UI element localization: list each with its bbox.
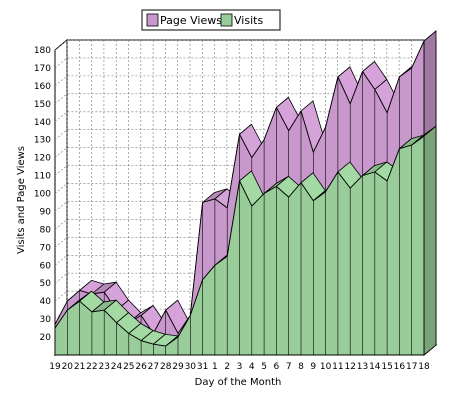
x-tick-label: 28 [160,362,172,372]
x-tick-label: 24 [111,362,123,372]
y-tick-label: 170 [34,64,51,74]
x-tick-label: 23 [98,362,109,372]
x-tick-label: 26 [135,362,147,372]
x-tick-label: 25 [123,362,134,372]
x-axis-ticks: 19 20 21 22 23 24 25 26 27 28 29 30 31 1 2 3 4 5 6 7 8 9 10 11 1… [49,362,430,372]
y-tick-label: 20 [40,333,52,343]
y-tick-label: 130 [34,136,51,146]
y-axis-title: Visits and Page Views [16,146,27,254]
x-tick-label: 18 [418,362,430,372]
x-tick-label: 3 [237,362,243,372]
x-tick-label: 4 [249,362,255,372]
series-visits [54,125,437,356]
legend-box [141,9,281,31]
legend: Page Views Visits [141,9,281,31]
x-tick-label: 8 [298,362,304,372]
x-tick-label: 21 [74,362,85,372]
x-tick-label: 14 [369,362,381,372]
x-tick-label: 7 [286,362,292,372]
y-tick-label: 150 [34,100,51,110]
x-tick-label: 19 [49,362,61,372]
x-tick-label: 1 [212,362,218,372]
x-tick-label: 15 [381,362,392,372]
legend-label-visits: Visits [234,14,263,27]
y-tick-label: 140 [34,118,51,128]
y-tick-label: 100 [34,190,51,200]
x-tick-label: 31 [197,362,208,372]
y-axis-ticks: 20 30 40 50 60 70 80 90 100 110 120 130 140 150 160 170… [34,46,51,343]
x-tick-label: 20 [62,362,74,372]
x-tick-label: 16 [394,362,406,372]
plot-areas [54,30,437,356]
x-tick-label: 11 [332,362,343,372]
y-tick-label: 160 [34,82,51,92]
y-tick-label: 50 [40,279,52,289]
y-tick-label: 40 [40,297,52,307]
legend-swatch-visits [220,13,233,27]
y-tick-label: 120 [34,154,51,164]
legend-label-page-views: Page Views [160,14,222,27]
x-tick-label: 13 [357,362,368,372]
y-tick-label: 90 [40,207,52,217]
y-tick-label: 30 [40,315,52,325]
y-tick-label: 70 [40,243,52,253]
y-tick-label: 80 [40,225,52,235]
area-end-cap [423,125,437,356]
x-axis-title: Day of the Month [195,377,282,388]
x-tick-label: 12 [344,362,355,372]
x-tick-label: 9 [310,362,316,372]
x-tick-label: 29 [172,362,184,372]
y-tick-label: 180 [34,46,51,56]
legend-swatch-page-views [146,13,159,27]
y-tick-label: 110 [34,172,51,182]
x-tick-label: 17 [406,362,417,372]
y-gridline [54,75,436,87]
x-tick-label: 10 [320,362,332,372]
x-tick-label: 22 [86,362,97,372]
x-tick-label: 6 [274,362,280,372]
x-tick-label: 5 [261,362,267,372]
x-tick-label: 2 [224,362,230,372]
x-tick-label: 27 [148,362,159,372]
x-tick-label: 30 [185,362,197,372]
y-tick-label: 60 [40,261,52,271]
